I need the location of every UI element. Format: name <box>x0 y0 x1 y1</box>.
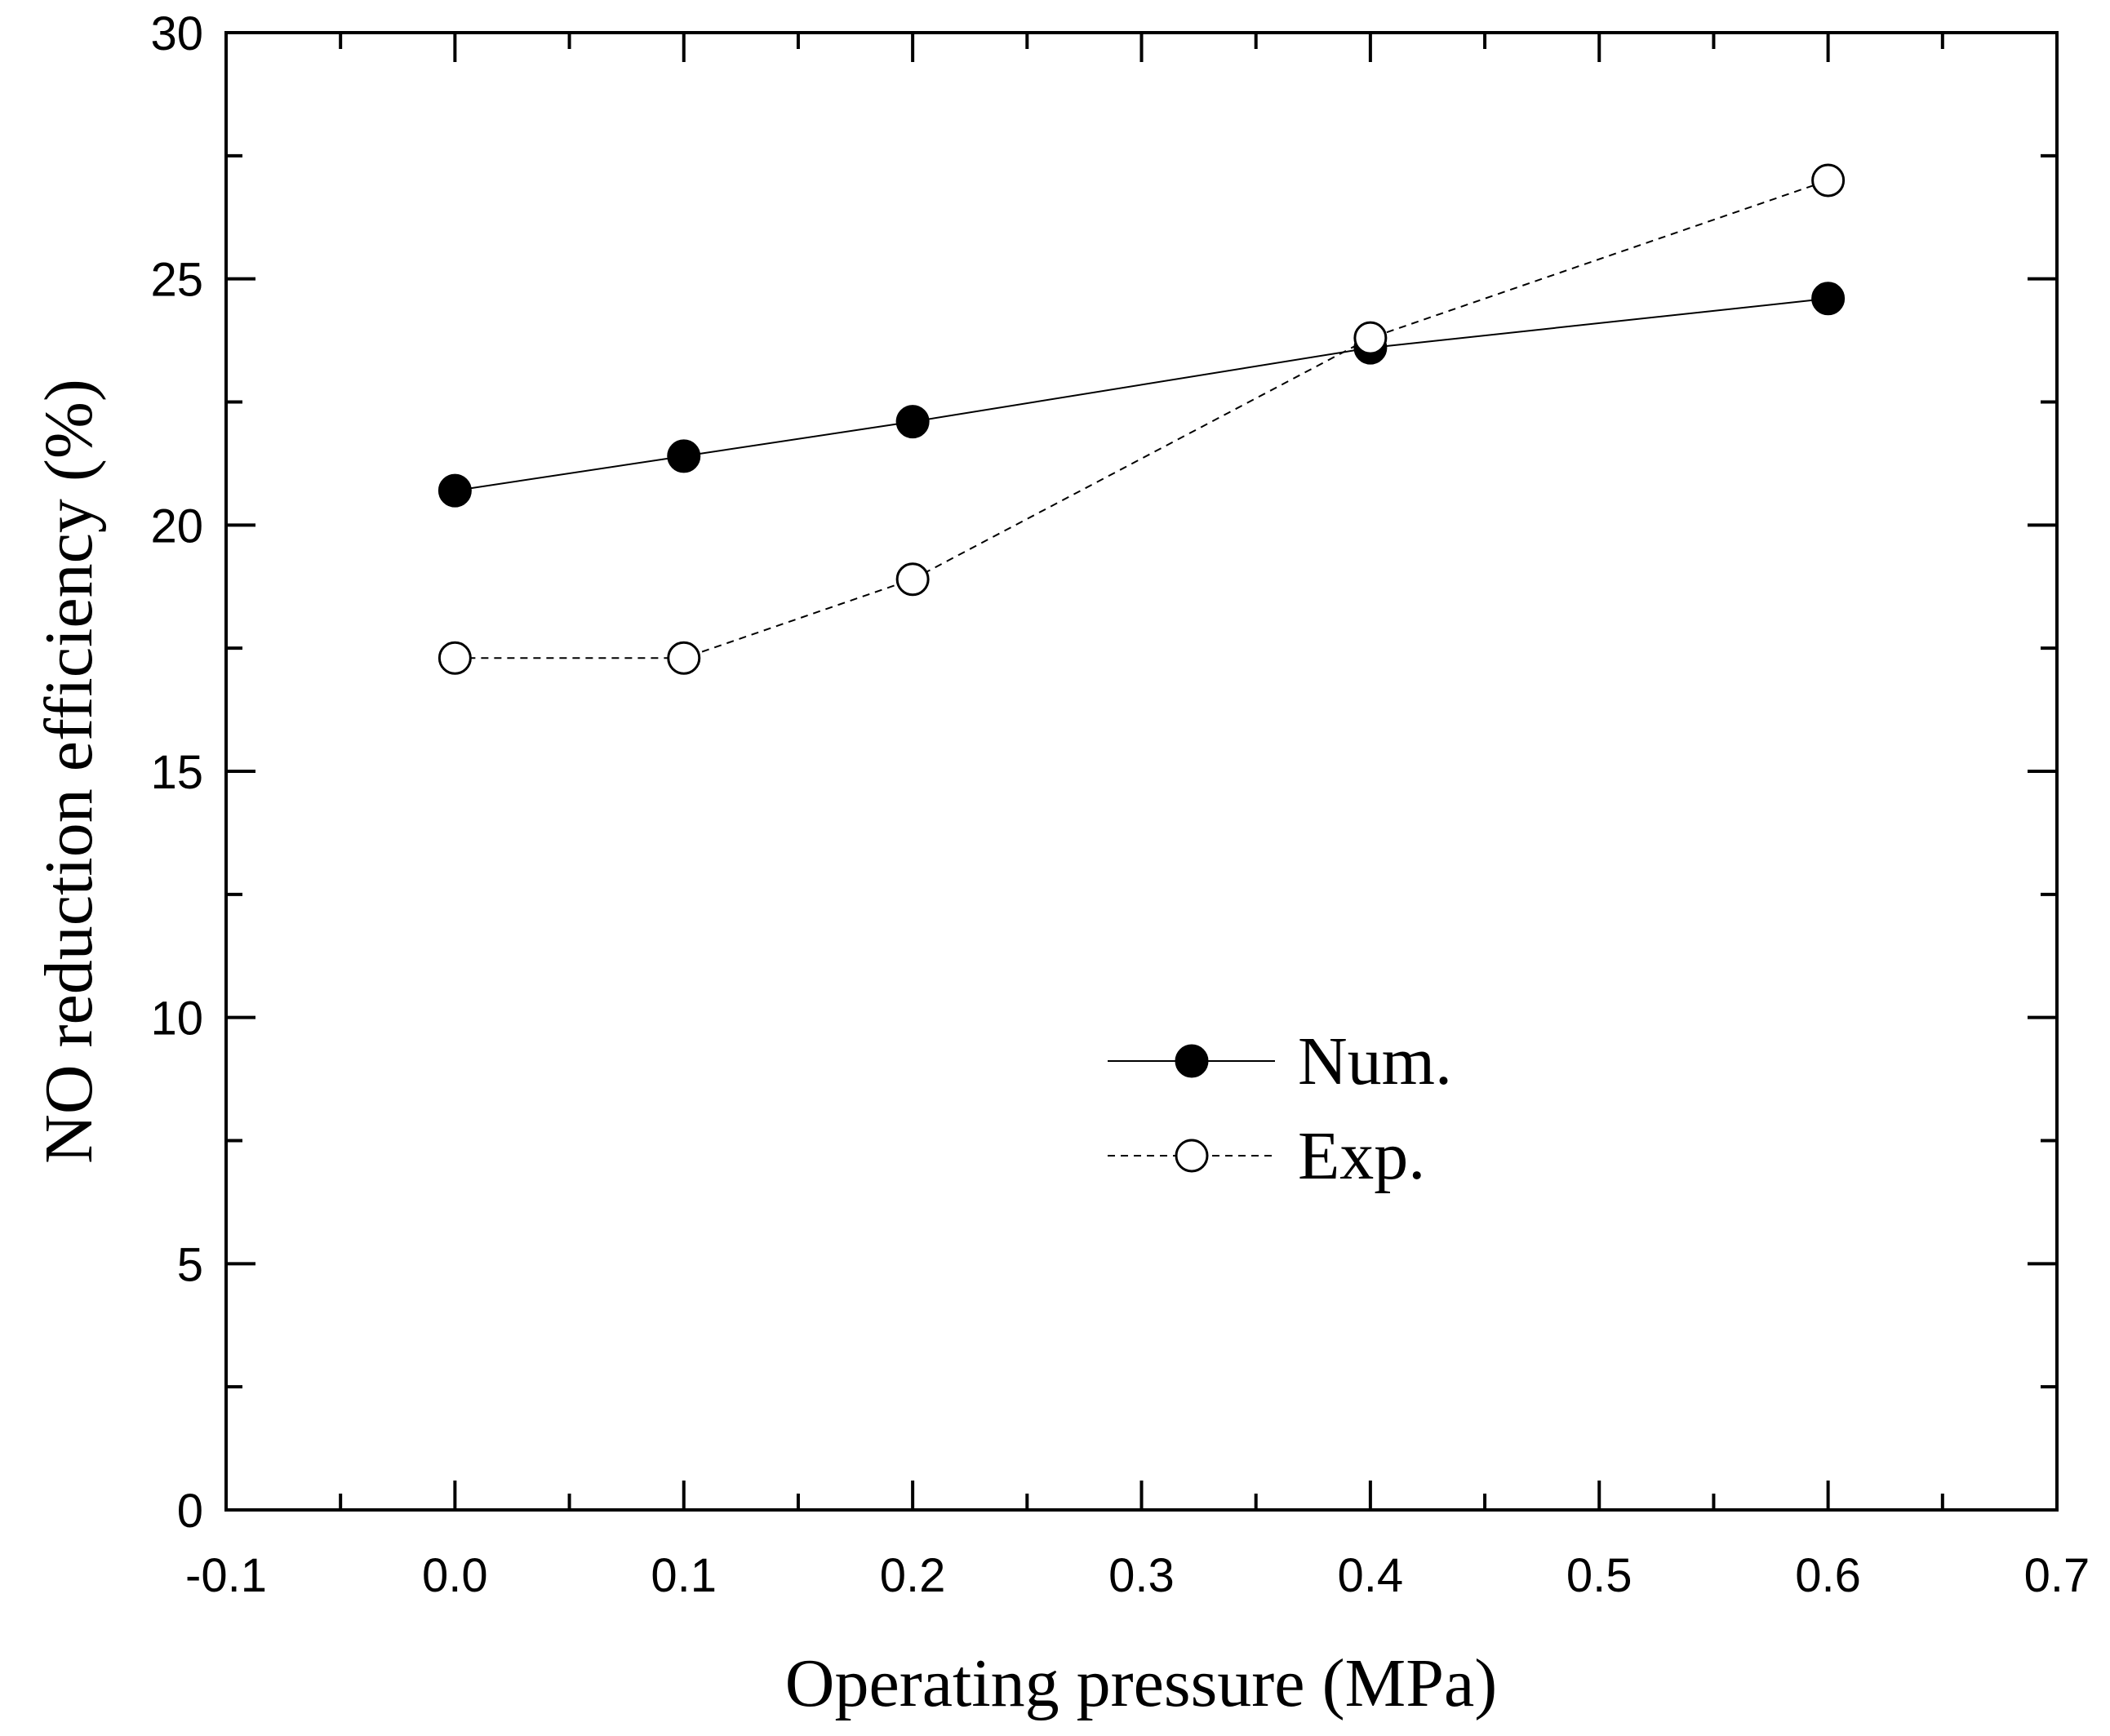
data-point-num <box>895 405 930 439</box>
legend-label-num: Num. <box>1298 1023 1452 1099</box>
legend-item-exp: Exp. <box>1108 1118 1425 1194</box>
data-point-exp <box>895 562 930 597</box>
x-tick-label: 0.5 <box>1566 1549 1632 1602</box>
plot-frame <box>224 31 2059 1512</box>
x-tick-label: 0.7 <box>2024 1549 2090 1602</box>
axis-ticks <box>224 31 2059 1512</box>
y-tick-label: 0 <box>177 1485 203 1538</box>
x-tick-label: -0.1 <box>185 1549 267 1602</box>
y-tick-label: 5 <box>177 1238 203 1291</box>
data-series <box>438 163 1846 675</box>
y-tick-label: 30 <box>150 7 203 60</box>
legend: Num. Exp. <box>1108 1023 1452 1194</box>
data-point-exp <box>438 641 472 675</box>
y-tick-label: 15 <box>150 746 203 799</box>
series-line-exp <box>455 180 1828 659</box>
x-axis-title: Operating pressure (MPa) <box>785 1645 1497 1721</box>
legend-marker-exp <box>1175 1139 1209 1173</box>
data-point-num <box>438 473 472 508</box>
data-point-num <box>1811 282 1846 316</box>
data-point-num <box>667 439 701 473</box>
series-line-num <box>455 297 1828 492</box>
data-point-exp <box>667 641 701 675</box>
x-tick-label: 0.6 <box>1795 1549 1861 1602</box>
legend-item-num: Num. <box>1108 1023 1452 1099</box>
y-tick-label: 25 <box>150 254 203 307</box>
legend-label-exp: Exp. <box>1298 1118 1425 1194</box>
x-tick-label: 0.1 <box>651 1549 717 1602</box>
x-tick-label: 0.4 <box>1338 1549 1404 1602</box>
series-num <box>438 282 1846 508</box>
y-axis-title: NO reduction efficiency (%) <box>31 379 107 1164</box>
data-point-exp <box>1811 163 1846 198</box>
series-exp <box>438 163 1846 675</box>
data-point-exp <box>1353 321 1388 355</box>
x-tick-labels: -0.1 0.0 0.1 0.2 0.3 0.4 0.5 0.6 0.7 <box>185 1549 2090 1602</box>
legend-marker-num <box>1175 1044 1209 1078</box>
y-tick-label: 10 <box>150 992 203 1046</box>
x-tick-label: 0.3 <box>1108 1549 1175 1602</box>
y-tick-label: 20 <box>150 499 203 553</box>
y-tick-labels: 0 5 10 15 20 25 30 <box>150 7 203 1538</box>
x-tick-label: 0.0 <box>422 1549 488 1602</box>
x-tick-label: 0.2 <box>880 1549 946 1602</box>
